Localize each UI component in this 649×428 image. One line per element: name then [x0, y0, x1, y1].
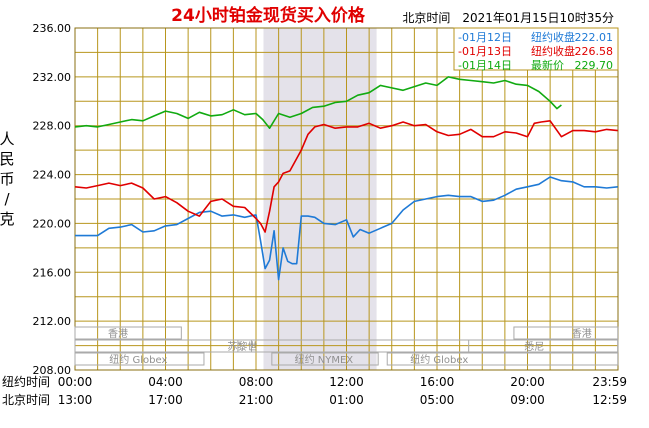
market-label: 香港	[108, 328, 128, 340]
legend-value: 229.70	[575, 59, 614, 72]
series-line-2	[74, 120, 618, 233]
y-axis-label-char: 民	[0, 150, 15, 168]
y-tick-label: 228.00	[33, 120, 72, 133]
x-row-label-ny: 纽约时间	[2, 374, 50, 389]
y-tick-label: 236.00	[33, 22, 72, 35]
y-tick-label: 208.00	[33, 364, 72, 377]
market-label: 纽约 Globex	[109, 353, 167, 366]
chart-timestamp: 北京时间 2021年01月15日10时35分	[402, 11, 614, 25]
market-session-bar	[468, 339, 619, 353]
x-tick-label-ny: 00:00	[58, 375, 93, 389]
legend-date: -01月13日	[458, 45, 512, 58]
legend-date: -01月12日	[458, 31, 512, 44]
market-session-bar	[386, 352, 619, 366]
x-tick-label-ny: 08:00	[239, 375, 274, 389]
x-tick-label-bj: 09:00	[510, 393, 545, 407]
legend-label: 纽约收盘	[531, 44, 575, 58]
x-tick-label-bj: 17:00	[148, 393, 183, 407]
y-tick-label: 224.00	[33, 169, 72, 182]
y-tick-label: 212.00	[33, 315, 72, 328]
legend-box	[453, 27, 619, 71]
y-tick-label: 216.00	[33, 266, 72, 279]
legend-value: 222.01	[575, 31, 614, 44]
x-tick-label-bj: 13:00	[58, 393, 93, 407]
x-tick-label-ny: 16:00	[420, 375, 455, 389]
market-label: 香港	[572, 328, 592, 340]
x-tick-label-bj: 05:00	[420, 393, 455, 407]
market-session-bar	[74, 352, 205, 366]
x-tick-label-ny: 23:59	[592, 375, 627, 389]
x-tick-label-bj: 12:59	[592, 393, 627, 407]
x-tick-label-ny: 20:00	[510, 375, 545, 389]
x-tick-label-ny: 04:00	[148, 375, 183, 389]
legend-label: 纽约收盘	[531, 30, 575, 44]
legend-value: 226.58	[575, 45, 614, 58]
legend-label: 最新价	[531, 58, 564, 72]
x-tick-label-bj: 01:00	[329, 393, 364, 407]
market-label: 悉尼	[524, 341, 544, 353]
plot-border	[74, 27, 619, 371]
x-tick-label-ny: 12:00	[329, 375, 364, 389]
market-session-bar	[74, 326, 182, 340]
x-tick-label-bj: 21:00	[239, 393, 274, 407]
y-axis-label-char: 克	[0, 210, 15, 228]
market-label: 纽约 Globex	[410, 353, 468, 366]
market-label: 苏黎世	[227, 340, 257, 353]
y-axis-label-char: 人	[0, 130, 15, 148]
chart-title: 24小时铂金现货买入价格	[171, 5, 366, 26]
x-row-label-bj: 北京时间	[2, 393, 50, 407]
y-tick-label: 220.00	[33, 217, 72, 230]
market-session-bar	[513, 326, 619, 340]
legend-date: -01月14日	[458, 59, 512, 72]
market-session-bar	[74, 339, 252, 353]
series-line-1	[75, 176, 618, 281]
y-tick-label: 232.00	[33, 71, 72, 84]
series-line-3	[74, 76, 562, 129]
y-axis-label-char: 币	[0, 170, 15, 188]
market-session-bar	[271, 352, 379, 366]
market-label: 纽约 NYMEX	[295, 353, 354, 366]
y-axis-label-char: /	[4, 190, 10, 208]
